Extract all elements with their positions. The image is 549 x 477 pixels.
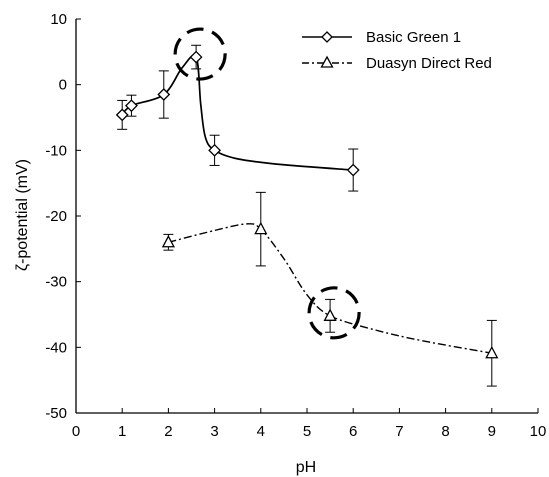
legend-label-basic-green-1: Basic Green 1: [366, 29, 461, 46]
x-axis-title: pH: [296, 459, 316, 476]
x-tick-label: 1: [118, 423, 126, 440]
axes: 0 1 2 3 4 5 6 7 8 9 10 10 0 -10 -20 -30 -40 -50: [45, 11, 546, 440]
x-tick-label: 7: [395, 423, 403, 440]
data-point-duasyn-direct-red: [485, 345, 499, 359]
x-tick-label: 5: [303, 423, 311, 440]
data-point-basic-green-1: [125, 99, 138, 113]
highlight-circle-basic-green-1: [173, 27, 227, 81]
x-tick-label: 9: [488, 423, 496, 440]
x-tick-label: 8: [441, 423, 449, 440]
y-tick-label: 10: [50, 11, 67, 28]
y-tick-label: -10: [45, 142, 67, 159]
data-point-basic-green-1: [208, 143, 222, 157]
y-tick-label: -50: [45, 405, 67, 422]
plot-marks: [115, 27, 499, 387]
data-point-basic-green-1: [346, 163, 360, 177]
series-line-duasyn-direct-red: [168, 223, 492, 354]
data-point-basic-green-1: [189, 50, 203, 64]
x-tick-label: 10: [530, 423, 547, 440]
highlight-circle-duasyn-direct-red: [307, 286, 361, 340]
data-point-duasyn-direct-red: [161, 234, 175, 248]
x-tick-label: 2: [164, 423, 172, 440]
legend-marker-duasyn-direct-red: [320, 55, 334, 68]
series-line-basic-green-1: [121, 54, 354, 171]
legend-marker-basic-green-1: [321, 31, 333, 43]
data-point-basic-green-1: [115, 108, 129, 122]
legend-label-duasyn-direct-red: Duasyn Direct Red: [366, 55, 492, 72]
data-point-basic-green-1: [157, 88, 171, 101]
x-tick-label: 4: [257, 423, 265, 440]
y-tick-label: -30: [45, 274, 67, 291]
data-point-duasyn-direct-red: [254, 221, 268, 235]
x-tick-label: 3: [210, 423, 218, 440]
x-tick-label: 6: [349, 423, 357, 440]
y-tick-label: -20: [45, 208, 67, 225]
y-tick-label: 0: [59, 77, 67, 94]
y-tick-label: -40: [45, 339, 67, 356]
legend: Basic Green 1 Duasyn Direct Red: [302, 29, 492, 72]
data-point-duasyn-direct-red: [323, 308, 337, 321]
x-tick-label: 0: [72, 423, 80, 440]
y-axis-title: ζ-potential (mV): [14, 159, 31, 271]
